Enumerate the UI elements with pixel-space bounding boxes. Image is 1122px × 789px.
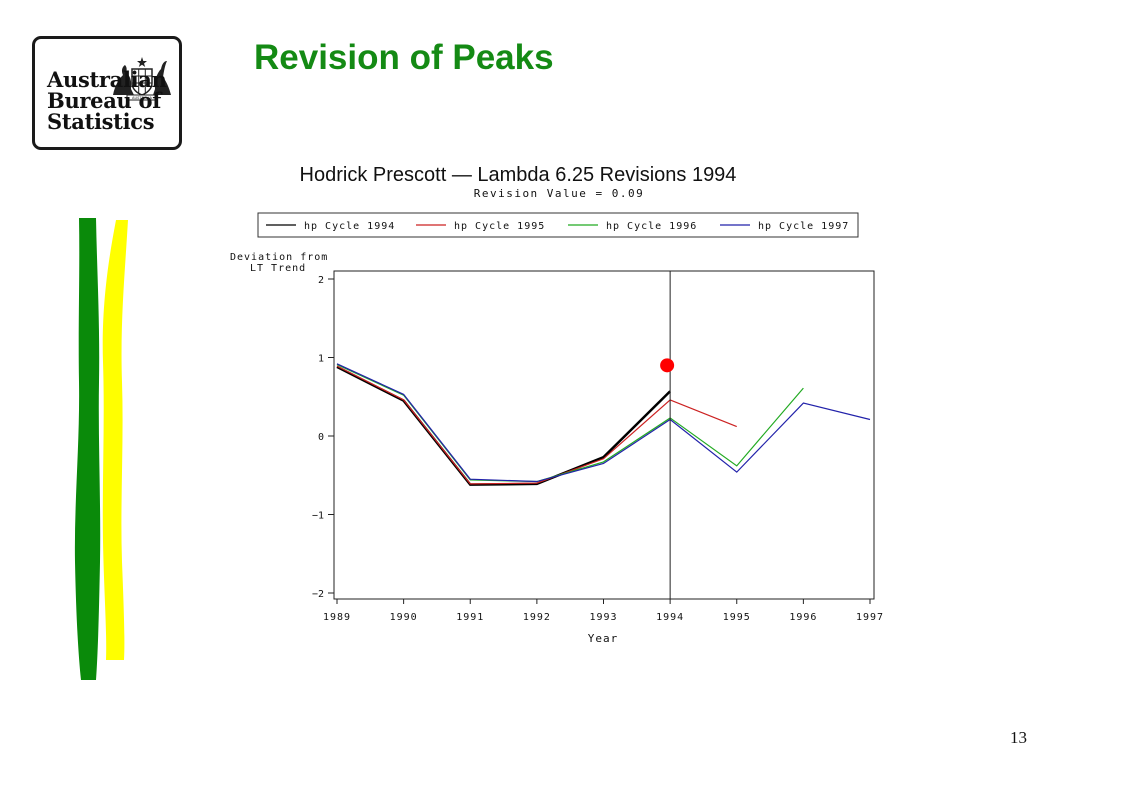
y-tick-label: −1	[312, 511, 324, 522]
series-line-hp-cycle-1997	[336, 363, 871, 483]
y-tick-label: 1	[318, 354, 324, 365]
abs-logo: AUSTRALIA Australian Bureau of Statistic…	[32, 36, 182, 150]
y-axis-label-line-1: Deviation from	[230, 252, 328, 263]
chart-title: Hodrick Prescott — Lambda 6.25 Revisions…	[300, 164, 737, 186]
logo-line-1: Australian	[47, 67, 167, 92]
axis-ticks: 2 1 0 −1 −2 1989 1990 1991 1992 1993 1994 1995 1996 1…	[312, 275, 884, 623]
x-tick-label: 1995	[723, 612, 751, 623]
decorative-stripes	[74, 218, 128, 680]
chart-subtitle: Revision Value = 0.09	[474, 187, 645, 200]
y-tick-label: 2	[318, 275, 324, 286]
page-number: 13	[1010, 728, 1027, 747]
series-line-hp-cycle-1994	[336, 365, 672, 486]
x-tick-label: 1993	[589, 612, 617, 623]
yellow-stripe	[102, 220, 128, 660]
coat-of-arms-icon: AUSTRALIA	[113, 57, 171, 101]
legend: hp Cycle 1994 hp Cycle 1995 hp Cycle 1996 h…	[266, 221, 849, 232]
plot-frame	[333, 270, 875, 600]
crest-scroll-text: AUSTRALIA	[132, 96, 152, 100]
legend-label: hp Cycle 1996	[606, 221, 697, 232]
logo-wordmark: Australian Bureau of Statistics	[47, 69, 177, 132]
green-stripe	[74, 218, 101, 680]
legend-label: hp Cycle 1994	[304, 221, 395, 232]
x-tick-label: 1997	[856, 612, 884, 623]
x-tick-label: 1990	[390, 612, 418, 623]
logo-line-3: Statistics	[47, 109, 155, 134]
x-tick-label: 1992	[523, 612, 551, 623]
series-line-hp-cycle-1996	[336, 364, 804, 483]
x-axis-label: Year	[588, 632, 619, 645]
x-tick-label: 1991	[456, 612, 484, 623]
chart-overlay	[660, 271, 675, 599]
hp-revision-chart: Hodrick Prescott — Lambda 6.25 Revisions…	[230, 164, 884, 645]
x-tick-label: 1989	[323, 612, 351, 623]
x-tick-label: 1994	[656, 612, 684, 623]
highlight-point	[660, 358, 675, 373]
x-tick-label: 1996	[789, 612, 817, 623]
y-axis-label-line-2: LT Trend	[250, 263, 306, 274]
logo-line-2: Bureau of	[47, 88, 161, 113]
y-tick-label: 0	[318, 432, 324, 443]
legend-label: hp Cycle 1997	[758, 221, 849, 232]
slide-title: Revision of Peaks	[254, 38, 554, 77]
legend-box	[257, 212, 859, 238]
legend-label: hp Cycle 1995	[454, 221, 545, 232]
y-tick-label: −2	[312, 589, 324, 600]
series-lines	[336, 363, 871, 486]
